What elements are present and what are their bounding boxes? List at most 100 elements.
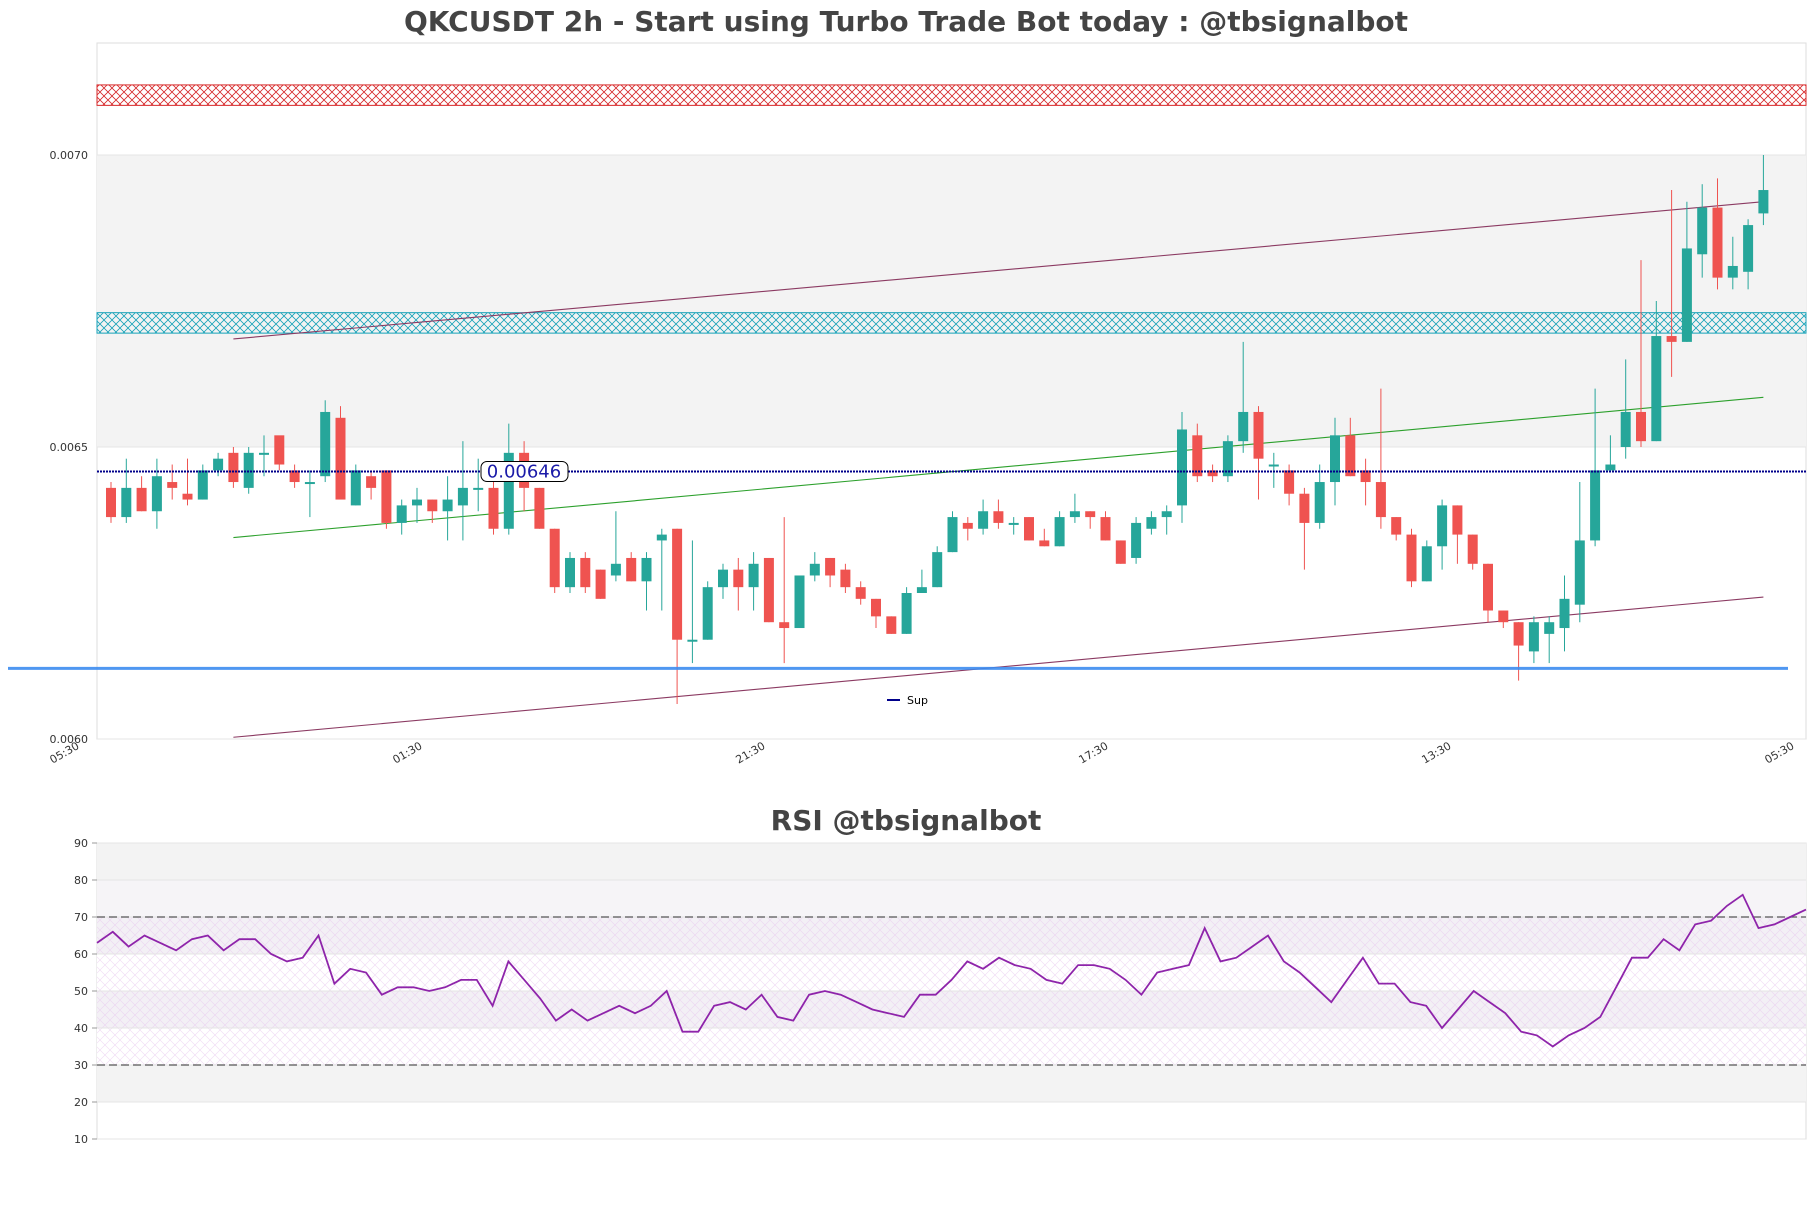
price-y-tick-label: 0.0060 xyxy=(50,733,89,746)
rsi-y-axis: 90 80 70 60 50 40 30 20 10 xyxy=(74,837,97,1146)
rsi-line-layer xyxy=(96,893,1807,1048)
candle-body xyxy=(1207,470,1218,477)
candle-body xyxy=(1115,540,1126,564)
candle-body xyxy=(396,505,407,523)
rsi-y-tick-label: 70 xyxy=(74,911,88,924)
candle-body xyxy=(1391,517,1402,535)
candle-body xyxy=(1727,265,1738,278)
legend: Sup xyxy=(887,694,928,707)
candle-body xyxy=(1314,482,1325,523)
candle-body xyxy=(748,563,759,588)
price-x-tick-label: 01:30 xyxy=(391,739,425,766)
candle-body xyxy=(1743,225,1754,272)
candle-body xyxy=(901,593,912,634)
candle-body xyxy=(1268,464,1279,467)
candle-body xyxy=(641,557,652,582)
horizontal-levels xyxy=(8,470,1806,670)
candle-body xyxy=(442,499,453,512)
rsi-y-tick-label: 10 xyxy=(74,1133,88,1146)
candle-body xyxy=(1605,464,1616,471)
current-price-tag: 0.00646 xyxy=(480,461,569,483)
rsi-levels xyxy=(97,916,1806,1066)
candle-body xyxy=(320,411,331,477)
candle-body xyxy=(106,487,116,518)
candle-body xyxy=(503,452,514,529)
candle-body xyxy=(1666,336,1677,342)
price-background-layer xyxy=(97,154,1806,740)
candles xyxy=(106,155,1769,704)
rsi-y-tick-label: 50 xyxy=(74,985,88,998)
price-y-tick-label: 0.0070 xyxy=(50,149,89,162)
candle-body xyxy=(1544,622,1555,634)
rsi-band xyxy=(97,1065,1806,1102)
resistance-zone xyxy=(96,84,1807,106)
candle-body xyxy=(825,557,836,576)
candle-body xyxy=(1177,429,1187,506)
rsi-y-tick-label: 90 xyxy=(74,837,88,850)
candle-body xyxy=(916,587,927,593)
price-panel: 0.0060 0.0065 0.0070 05:30 01:30 21:30 17:30 1… xyxy=(8,42,1807,766)
candle-body xyxy=(1299,493,1310,523)
candle-body xyxy=(871,598,881,617)
price-y-tick-label: 0.0065 xyxy=(50,441,89,454)
candle-body xyxy=(1452,505,1463,535)
candle-body xyxy=(886,616,897,634)
candle-body xyxy=(1375,482,1386,518)
candle-body xyxy=(1483,563,1493,611)
price-y-axis: 0.0060 0.0065 0.0070 xyxy=(50,149,89,746)
rsi-background-layer xyxy=(97,842,1806,1140)
candle-body xyxy=(1620,411,1631,447)
candle-body xyxy=(1008,522,1019,525)
candle-body xyxy=(1651,336,1662,442)
price-x-tick-label: 05:30 xyxy=(1763,739,1797,766)
candle-body xyxy=(993,511,1004,523)
candle-body xyxy=(656,534,667,541)
candle-body xyxy=(1758,190,1769,214)
candle-body xyxy=(213,458,224,471)
candle-body xyxy=(335,417,346,500)
candle-body xyxy=(1161,511,1172,518)
candle-body xyxy=(1085,511,1096,518)
candle-body xyxy=(1406,534,1417,582)
candle-body xyxy=(565,557,575,588)
candle-body xyxy=(702,587,713,640)
candle-body xyxy=(733,569,744,588)
candle-body xyxy=(809,563,820,576)
candle-body xyxy=(274,435,285,465)
candle-body xyxy=(1498,610,1509,623)
candle-body xyxy=(228,452,239,483)
candle-body xyxy=(763,557,774,623)
price-x-tick-label: 21:30 xyxy=(734,739,768,766)
candle-body xyxy=(1712,207,1723,278)
candle-body xyxy=(1528,622,1539,652)
candle-body xyxy=(1697,207,1708,255)
candle-body xyxy=(167,482,178,488)
candle-body xyxy=(151,476,162,512)
current-price-label: 0.00646 xyxy=(487,462,561,483)
candle-body xyxy=(626,557,637,582)
candle-body xyxy=(1467,534,1478,564)
resistance-zones xyxy=(96,84,1807,334)
candle-body xyxy=(121,487,132,518)
candle-body xyxy=(182,493,193,500)
rsi-line xyxy=(96,893,1807,1048)
candle-body xyxy=(1421,546,1432,582)
candle-body xyxy=(978,511,989,529)
candle-body xyxy=(197,470,208,500)
rsi-y-tick-label: 20 xyxy=(74,1096,88,1109)
candle-body xyxy=(412,499,422,506)
resistance-zone xyxy=(96,312,1807,334)
candle-body xyxy=(289,470,300,483)
candle-body xyxy=(687,639,698,642)
candle-body xyxy=(1559,598,1570,629)
candle-body xyxy=(243,452,254,488)
rsi-y-tick-label: 80 xyxy=(74,874,88,887)
rsi-y-tick-label: 60 xyxy=(74,948,88,961)
candle-body xyxy=(1330,435,1340,483)
current-price-tag-box xyxy=(480,461,569,483)
candle-body xyxy=(549,528,560,588)
trend-line xyxy=(233,201,1764,340)
candle-body xyxy=(672,528,683,640)
candle-body xyxy=(427,499,438,512)
